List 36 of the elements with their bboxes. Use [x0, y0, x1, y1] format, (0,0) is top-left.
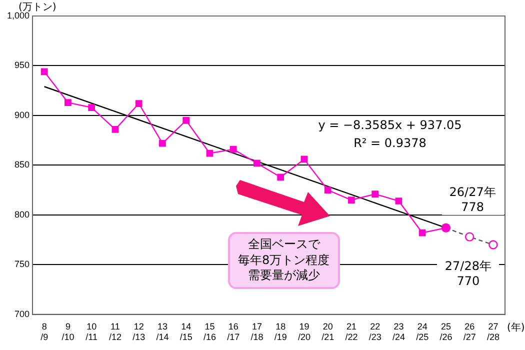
annotation: R² = 0.9378: [352, 136, 428, 151]
x-tick-label: 22 /23: [368, 321, 382, 342]
y-tick-label: 850: [14, 160, 30, 170]
x-tick-label: 26 /27: [463, 321, 476, 342]
y-tick-label: 700: [14, 308, 30, 319]
x-tick-label: 12 /13: [132, 321, 146, 342]
y-tick-label: 1,000: [6, 10, 30, 20]
x-tick-label: 19 /20: [298, 321, 310, 342]
x-tick-label: 20 /21: [322, 321, 334, 342]
annotation: 需要量が減少: [246, 268, 321, 284]
x-tick-label: 17 /18: [250, 321, 264, 342]
annotation: 毎年8万トン程度: [238, 252, 330, 268]
y-tick-label: 900: [14, 110, 30, 120]
annotation: 全国ベースで: [246, 237, 322, 253]
x-tick-label: 13 /14: [156, 321, 169, 342]
x-tick-label: 15 /16: [203, 321, 216, 342]
y-tick-label: 950: [14, 60, 30, 70]
x-tick-label: 21 /22: [345, 321, 358, 342]
annotation: 27/28年 770: [437, 258, 500, 289]
x-tick-label: 23 /24: [392, 321, 405, 342]
x-axis-title: (年): [507, 321, 525, 334]
y-tick-label: 800: [14, 209, 30, 220]
x-tick-label: 9 /10: [62, 321, 74, 342]
annotation: 26/27年 778: [442, 184, 504, 215]
x-tick-label: 27 /28: [486, 321, 500, 342]
x-tick-label: 18 /19: [274, 321, 287, 342]
x-tick-label: 24 /25: [416, 321, 429, 342]
x-tick-label: 14 /15: [180, 321, 192, 342]
x-tick-label: 16 /17: [227, 321, 240, 342]
x-tick-label: 25 /26: [440, 321, 452, 342]
x-tick-label: 8 /9: [40, 321, 48, 342]
y-axis-title: (万トン): [18, 2, 56, 13]
annotation: y = −8.3585x + 937.05: [317, 118, 463, 133]
x-tick-label: 10 /11: [86, 321, 98, 342]
x-tick-label: 11 /12: [108, 321, 122, 342]
y-tick-label: 750: [14, 259, 30, 270]
